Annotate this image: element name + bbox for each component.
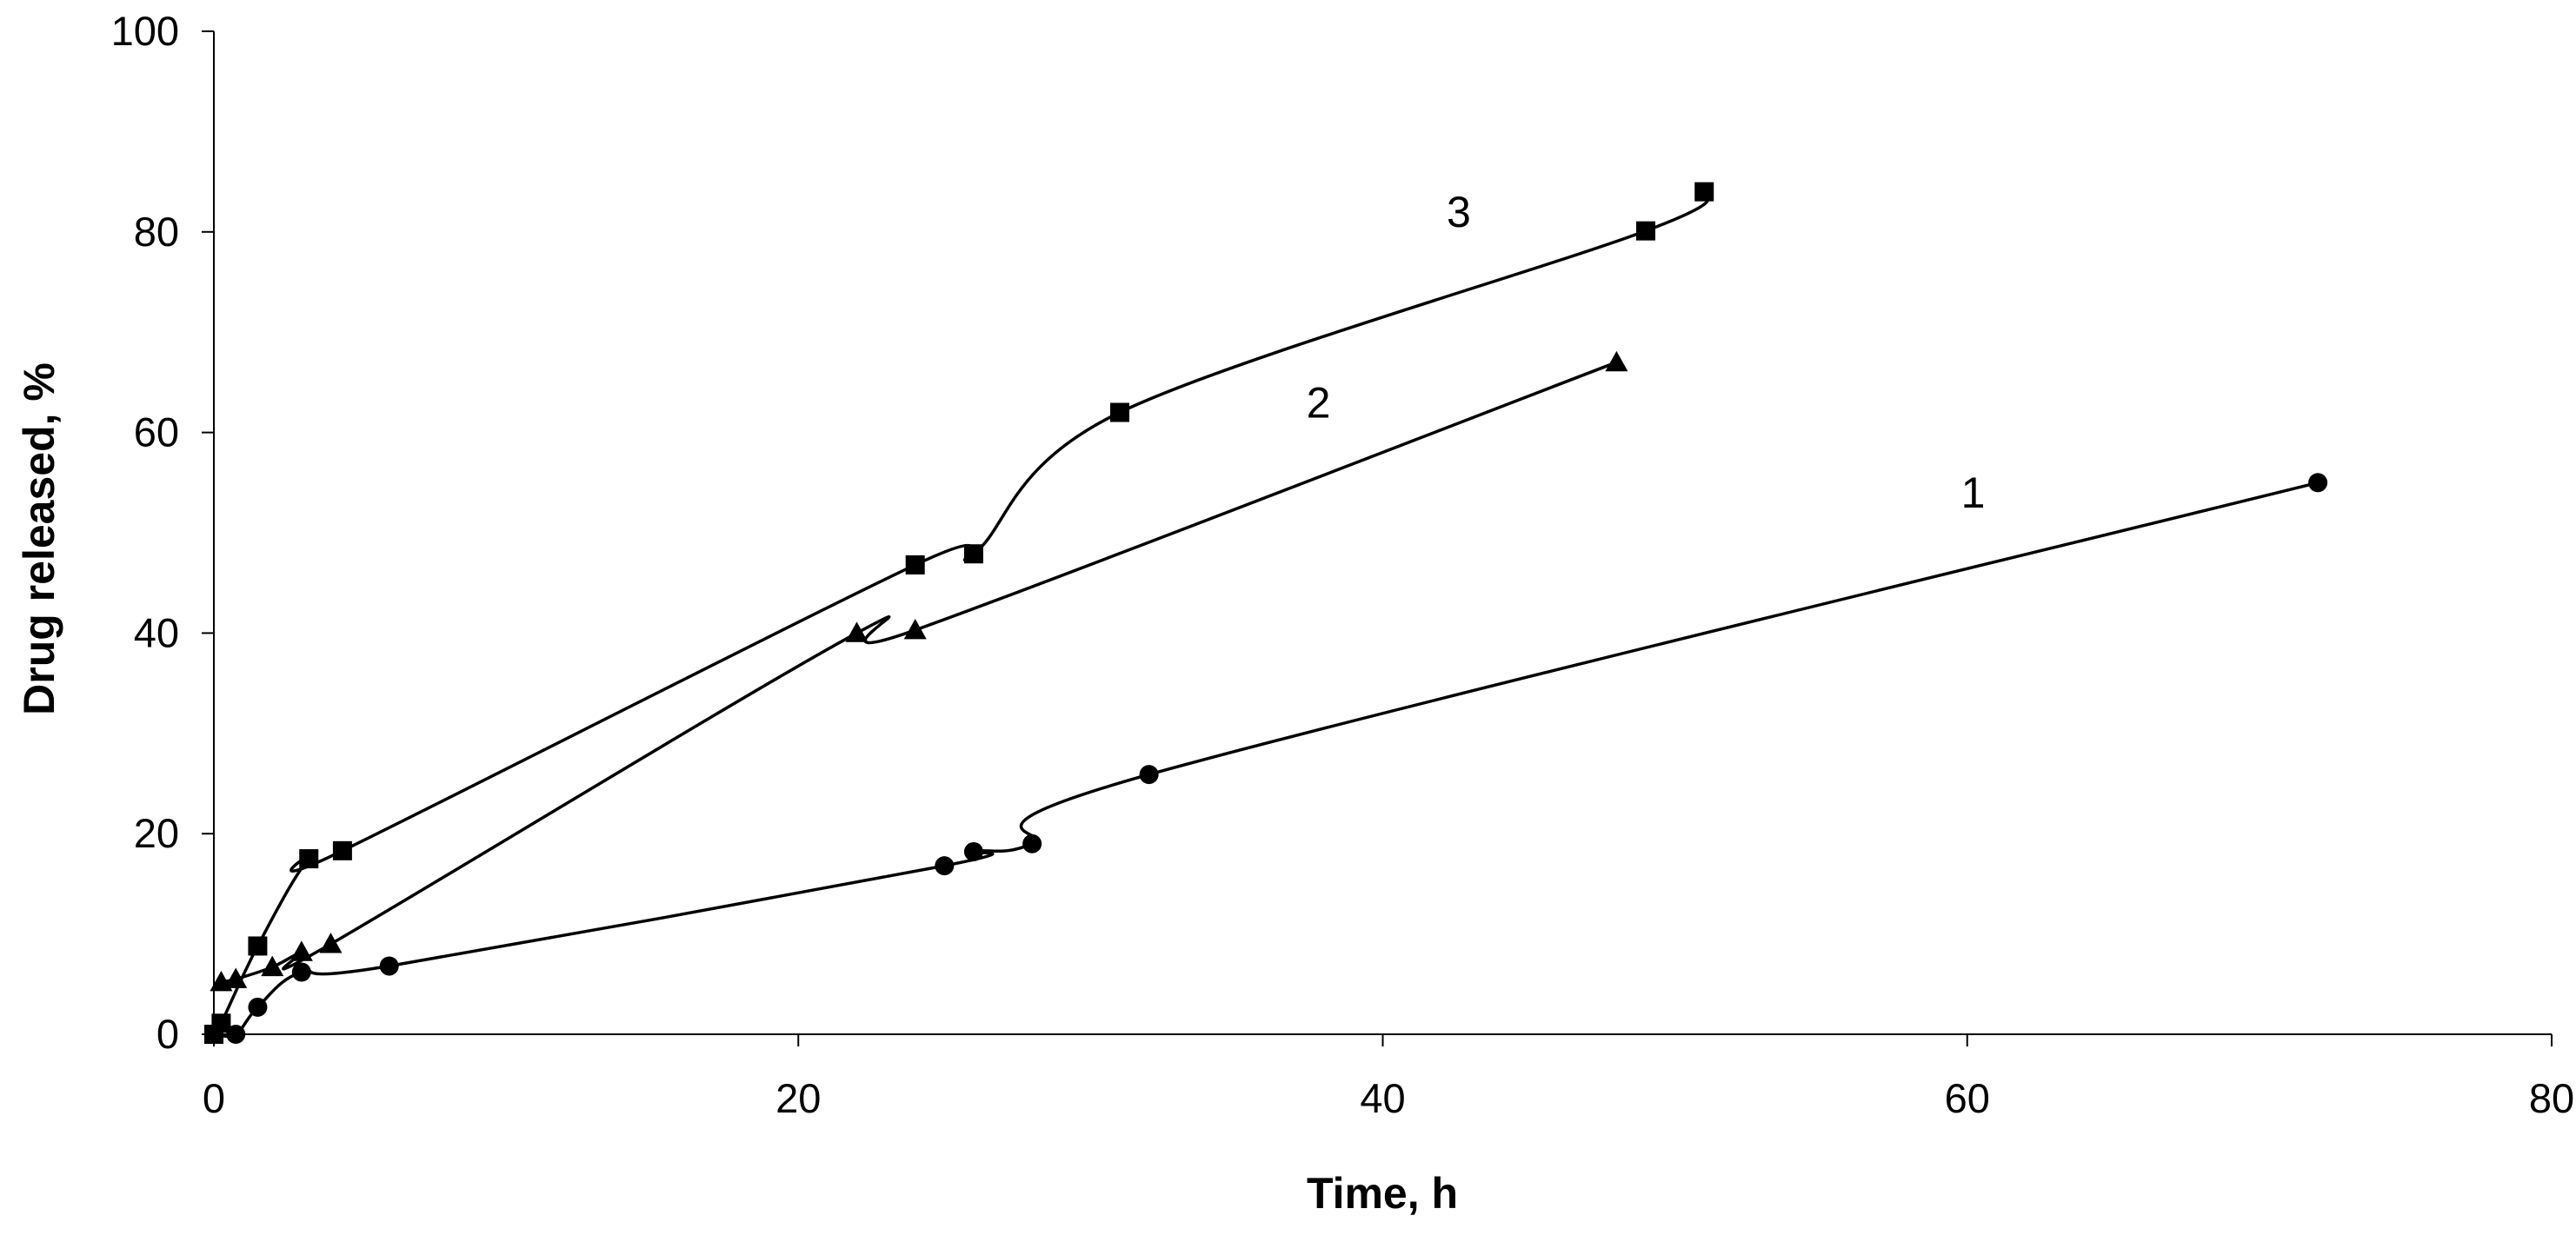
data-point-square xyxy=(299,849,319,869)
data-point-circle xyxy=(291,962,311,982)
y-tick-label: 20 xyxy=(134,810,179,856)
series-layer xyxy=(212,189,2320,1039)
data-point-triangle xyxy=(1605,350,1628,372)
y-tick-label: 40 xyxy=(134,609,179,655)
data-point-triangle xyxy=(319,933,343,953)
data-point-circle xyxy=(1139,765,1159,785)
data-point-square xyxy=(1694,182,1714,202)
y-tick-label: 0 xyxy=(156,1011,179,1057)
data-point-triangle xyxy=(224,967,248,988)
data-point-circle xyxy=(226,1025,246,1044)
data-point-square xyxy=(963,544,983,564)
x-tick-label: 80 xyxy=(2529,1075,2574,1121)
data-point-square xyxy=(211,1013,231,1033)
y-tick-label: 80 xyxy=(134,209,179,255)
axes xyxy=(213,31,2552,1035)
data-point-circle xyxy=(2308,473,2328,493)
x-axis-title: Time, h xyxy=(1307,1169,1458,1218)
data-point-square xyxy=(905,555,925,575)
data-point-circle xyxy=(963,841,983,861)
y-tick-label: 100 xyxy=(111,8,179,54)
data-point-triangle xyxy=(845,621,869,642)
data-point-circle xyxy=(379,956,399,976)
data-point-square xyxy=(332,840,352,860)
curve-label-2: 2 xyxy=(1307,378,1331,427)
data-point-square xyxy=(248,936,268,956)
data-point-triangle xyxy=(261,955,284,977)
x-tick-label: 60 xyxy=(1945,1075,1990,1121)
data-point-square xyxy=(1109,402,1129,422)
data-point-square xyxy=(1636,221,1656,241)
series-line-2 xyxy=(219,361,1619,984)
ticks: 0 20 40 60 80 100 0 20 40 60 80 xyxy=(111,8,2575,1121)
x-tick-label: 20 xyxy=(775,1075,821,1121)
x-tick-label: 40 xyxy=(1360,1075,1405,1121)
data-point-triangle xyxy=(903,618,927,640)
data-point-circle xyxy=(1022,834,1042,853)
series-line-1 xyxy=(212,481,2320,1039)
curve-label-1: 1 xyxy=(1961,468,1986,517)
data-point-triangle xyxy=(290,940,313,961)
y-tick-label: 60 xyxy=(134,409,179,455)
curve-labels: 1 2 3 xyxy=(1307,188,1986,517)
y-axis-title: Drug released, % xyxy=(15,362,63,715)
curve-label-3: 3 xyxy=(1447,188,1471,236)
data-point-circle xyxy=(248,997,268,1017)
x-tick-label: 0 xyxy=(203,1075,225,1121)
data-point-circle xyxy=(935,856,955,876)
markers-layer xyxy=(204,182,2328,1044)
